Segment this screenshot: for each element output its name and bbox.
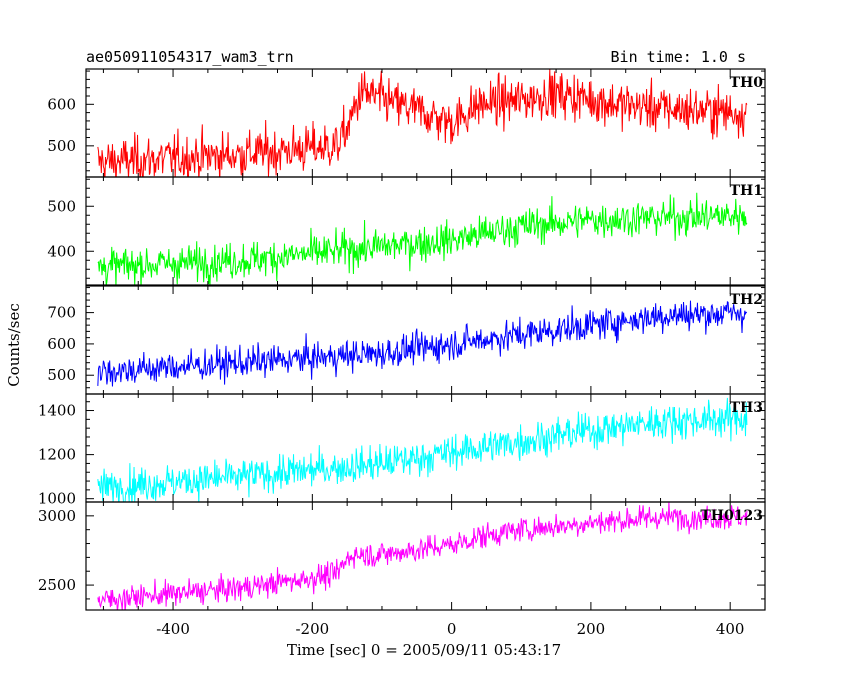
panel-label: TH0123 bbox=[700, 508, 763, 524]
bin-time-label: Bin time: 1.0 s bbox=[611, 48, 746, 66]
y-tick-label: 1400 bbox=[38, 402, 76, 420]
series-line-th3 bbox=[97, 397, 748, 502]
panel-th1: 400 500 TH1 bbox=[47, 176, 766, 286]
y-tick-label: 700 bbox=[47, 304, 76, 322]
y-tick-label: 500 bbox=[47, 197, 76, 215]
y-tick-label: 2500 bbox=[38, 576, 76, 594]
y-tick-label: 600 bbox=[47, 335, 76, 353]
x-axis-label: Time [sec] 0 = 2005/09/11 05:43:17 bbox=[287, 641, 561, 659]
panel-frame bbox=[85, 176, 766, 286]
chart-title: ae050911054317_wam3_trn bbox=[86, 48, 294, 66]
y-tick-label: 500 bbox=[47, 366, 76, 384]
y-tick-label: 400 bbox=[47, 242, 76, 260]
panel-th2: 500 600 700 TH2 bbox=[47, 285, 766, 395]
y-tick-label: 3000 bbox=[38, 507, 76, 525]
x-tick-label: -400 bbox=[156, 620, 190, 638]
x-axis: -400 -200 0 200 400 bbox=[156, 620, 744, 638]
y-tick-label: 500 bbox=[47, 137, 76, 155]
panel-frame bbox=[85, 501, 766, 611]
panel-th3: 1000 1200 1400 TH3 bbox=[38, 393, 766, 508]
y-tick-label: 1200 bbox=[38, 446, 76, 464]
panel-label: TH2 bbox=[730, 292, 763, 308]
panels: 500 600 TH0 400 500 TH1 500 600 700 TH2 1000 1200 14… bbox=[38, 68, 766, 611]
series-line-th0 bbox=[97, 69, 748, 177]
x-tick-label: 200 bbox=[577, 620, 606, 638]
series-line-th1 bbox=[97, 192, 748, 285]
x-tick-label: 400 bbox=[716, 620, 745, 638]
x-tick-label: -200 bbox=[295, 620, 329, 638]
x-tick-label: 0 bbox=[447, 620, 457, 638]
panel-th0123: 2500 3000 TH0123 bbox=[38, 501, 766, 611]
series-line-th0123 bbox=[97, 502, 748, 610]
panel-label: TH1 bbox=[730, 183, 763, 199]
panel-label: TH3 bbox=[730, 400, 763, 416]
panel-th0: 500 600 TH0 bbox=[47, 68, 766, 178]
y-axis-label: Counts/sec bbox=[5, 303, 23, 387]
series-line-th2 bbox=[97, 300, 748, 387]
y-tick-label: 1000 bbox=[38, 490, 76, 508]
y-tick-label: 600 bbox=[47, 95, 76, 113]
panel-label: TH0 bbox=[730, 75, 764, 91]
